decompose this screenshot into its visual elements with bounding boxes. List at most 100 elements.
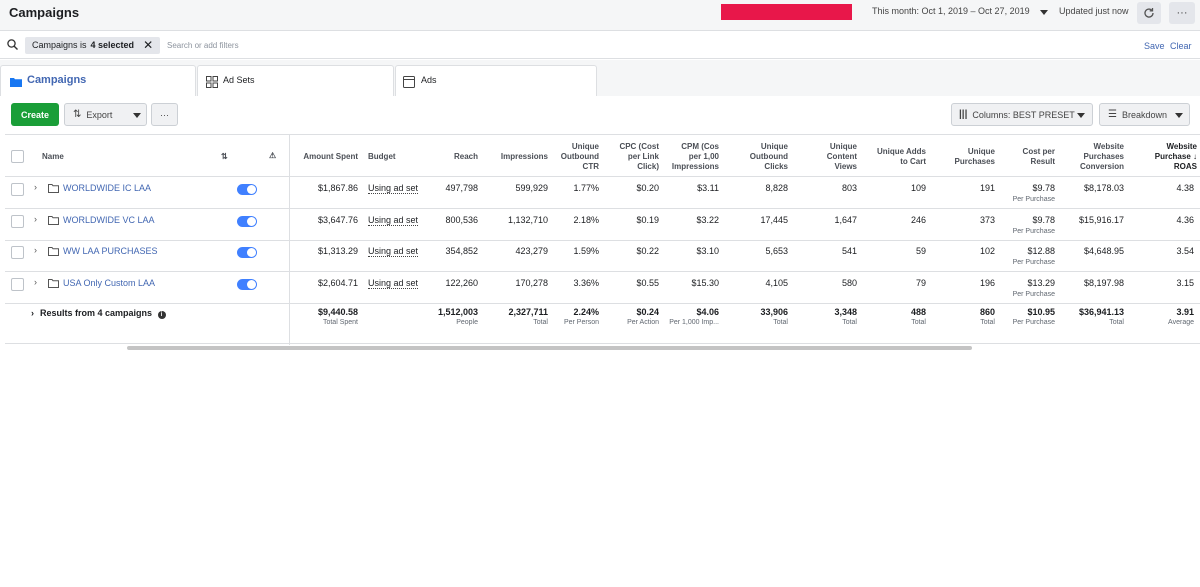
col-cpm[interactable]: CPM (Cos per 1,00 Impressions	[671, 142, 719, 171]
tab-ad-sets[interactable]: Ad Sets	[197, 65, 394, 97]
more-icon: ···	[160, 109, 169, 120]
reach-cell: 800,536	[445, 214, 478, 225]
col-roas[interactable]: Website Purchase ↓ ROAS	[1154, 142, 1197, 171]
row-checkbox[interactable]	[11, 183, 24, 196]
col-outbound-ctr[interactable]: Unique Outbound CTR	[560, 142, 599, 171]
export-button[interactable]: ⇅ Export	[64, 103, 147, 126]
row-divider	[5, 303, 1200, 304]
folder-outline-icon	[48, 278, 59, 288]
col-conversion[interactable]: Website Purchases Conversion	[1079, 142, 1124, 171]
chevron-right-icon[interactable]: ›	[34, 213, 37, 224]
col-outbound-clicks[interactable]: Unique Outbound Clicks	[749, 142, 788, 171]
impressions-cell: 423,279	[515, 246, 548, 256]
conversion-cell: $8,197.98	[1083, 277, 1124, 288]
conversion-cell: $15,916.17	[1078, 214, 1124, 225]
folder-outline-icon	[48, 215, 59, 225]
adds-to-cart-cell: 109	[910, 183, 926, 193]
campaign-toggle[interactable]	[237, 247, 257, 258]
chevron-down-icon	[1175, 113, 1183, 118]
filter-chip-value: 4 selected	[90, 40, 135, 50]
total-ctr-cell: 2.24%	[573, 307, 599, 317]
ctr-cell: 3.36%	[573, 277, 599, 288]
info-icon[interactable]: i	[157, 311, 166, 319]
chevron-down-icon	[133, 113, 141, 118]
campaign-toggle[interactable]	[237, 184, 257, 195]
campaign-name-link[interactable]: WORLDWIDE IC LAA	[63, 183, 152, 193]
content-views-cell: 803	[841, 183, 857, 193]
total-outbound-clicks-cell: 33,906	[760, 307, 788, 317]
tab-label: Ad Sets	[223, 75, 255, 85]
row-checkbox[interactable]	[11, 277, 24, 291]
row-divider	[5, 176, 1200, 177]
save-link[interactable]: Save	[1144, 41, 1165, 51]
tab-ads[interactable]: Ads	[395, 65, 597, 97]
breakdown-label: Breakdown	[1121, 109, 1167, 120]
chevron-right-icon[interactable]: ›	[31, 308, 34, 318]
total-conversion-cell-sub: Total	[1109, 319, 1124, 326]
chevron-right-icon[interactable]: ›	[34, 245, 37, 255]
chevron-right-icon[interactable]: ›	[34, 182, 37, 192]
row-checkbox[interactable]	[11, 246, 24, 259]
campaign-name-link[interactable]: USA Only Custom LAA	[63, 277, 156, 288]
more-icon: ···	[1176, 7, 1188, 19]
col-purchases[interactable]: Unique Purchases	[954, 147, 995, 166]
horizontal-scrollbar[interactable]	[127, 346, 972, 350]
updated-status: Updated just now	[1059, 6, 1129, 16]
total-impressions-cell: 2,327,711	[508, 307, 548, 317]
columns-button[interactable]: ||| Columns: BEST PRESET	[951, 103, 1093, 126]
col-budget[interactable]: Budget	[368, 152, 396, 161]
total-outbound-clicks-cell-sub: Total	[773, 319, 788, 326]
col-impressions[interactable]: Impressions	[500, 152, 548, 161]
col-content-views[interactable]: Unique Content Views	[826, 142, 857, 171]
campaign-name-link[interactable]: WORLDWIDE VC LAA	[63, 214, 155, 225]
export-icon: ⇅	[73, 109, 82, 120]
grid-icon	[206, 76, 218, 88]
conversion-cell: $4,648.95	[1083, 246, 1124, 256]
cost-per-result-cell: $9.78	[1032, 183, 1055, 193]
chevron-right-icon[interactable]: ›	[34, 276, 37, 287]
outbound-clicks-cell: 5,653	[765, 246, 788, 256]
tab-campaigns[interactable]: Campaigns	[0, 65, 196, 97]
level-tabs: Campaigns Ad Sets Ads	[0, 60, 1200, 97]
chevron-down-icon	[1077, 113, 1085, 118]
reach-cell: 122,260	[445, 277, 478, 288]
total-roas-cell: 3.91	[1176, 307, 1194, 317]
warning-icon: ⚠	[269, 151, 277, 160]
budget-cell: Using ad set	[368, 277, 419, 289]
sort-icon[interactable]: ⇅	[221, 152, 228, 161]
close-icon[interactable]: ✕	[143, 38, 154, 52]
amount-spent-cell: $1,313.29	[317, 246, 358, 256]
adds-to-cart-cell: 59	[915, 246, 926, 256]
clear-link[interactable]: Clear	[1170, 41, 1192, 51]
select-all-checkbox[interactable]	[11, 150, 24, 163]
filter-chip[interactable]: Campaigns is 4 selected ✕	[25, 37, 161, 54]
breakdown-button[interactable]: ☰ Breakdown	[1099, 103, 1190, 126]
col-cost-per-result[interactable]: Cost per Result	[1022, 147, 1055, 166]
create-button[interactable]: Create	[11, 103, 59, 126]
search-input[interactable]: Search or add filters	[167, 41, 239, 50]
more-actions-button[interactable]: ···	[151, 103, 178, 126]
refresh-button[interactable]	[1137, 2, 1161, 24]
budget-cell: Using ad set	[368, 214, 419, 226]
col-reach[interactable]: Reach	[453, 152, 478, 161]
campaign-toggle[interactable]	[237, 215, 257, 227]
roas-cell: 3.15	[1176, 277, 1194, 288]
campaign-name-link[interactable]: WW LAA PURCHASES	[63, 246, 158, 256]
date-dropdown-caret-icon[interactable]	[1040, 10, 1048, 15]
cost-per-result-cell: $12.88	[1027, 246, 1055, 256]
redacted-block	[721, 4, 852, 20]
purchases-cell: 102	[979, 246, 995, 256]
campaign-toggle[interactable]	[237, 278, 257, 290]
date-range-label[interactable]: This month: Oct 1, 2019 – Oct 27, 2019	[872, 6, 1030, 16]
search-icon	[7, 39, 18, 50]
col-adds-to-cart[interactable]: Unique Adds to Cart	[876, 147, 926, 166]
col-cpc[interactable]: CPC (Cost per Link Click)	[619, 142, 659, 171]
row-checkbox[interactable]	[11, 214, 24, 228]
col-name[interactable]: Name	[42, 152, 64, 161]
filter-bar: Campaigns is 4 selected ✕ Search or add …	[0, 32, 1200, 59]
more-button[interactable]: ···	[1169, 2, 1195, 24]
cpc-cell: $0.20	[636, 183, 659, 193]
ctr-cell: 2.18%	[573, 214, 599, 225]
cpc-cell: $0.19	[636, 214, 659, 225]
col-amount-spent[interactable]: Amount Spent	[303, 152, 358, 161]
